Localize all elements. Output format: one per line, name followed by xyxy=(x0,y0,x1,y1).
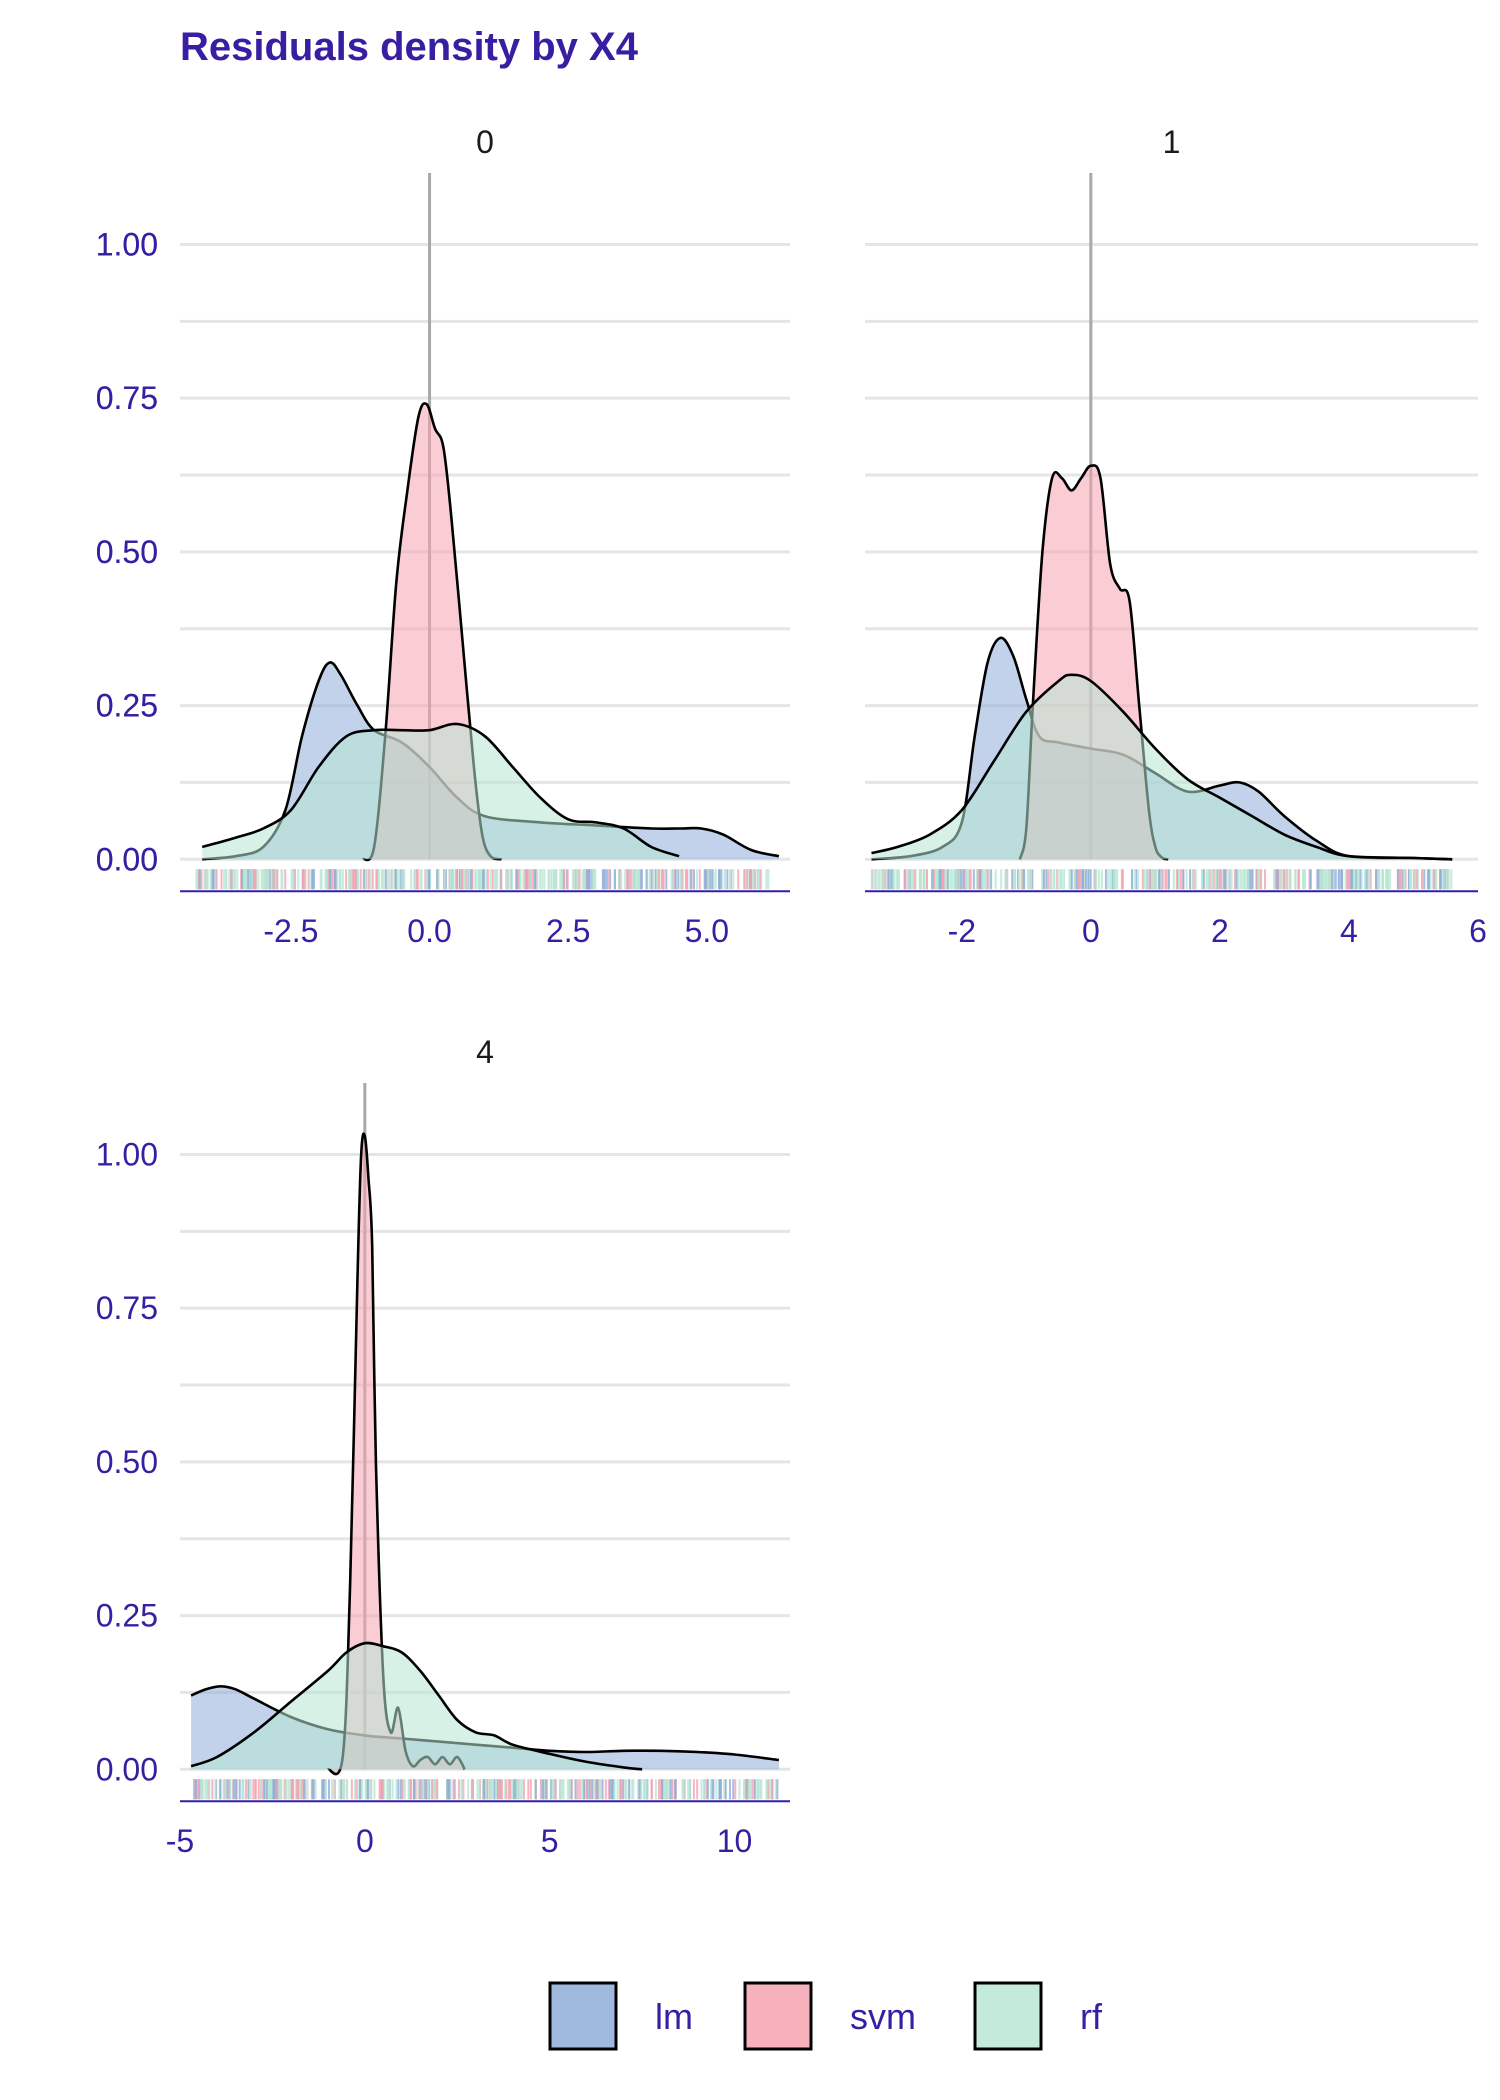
rug xyxy=(195,869,770,890)
legend-swatch-svm xyxy=(743,1981,813,2051)
y-tick-label: 1.00 xyxy=(96,1136,158,1172)
legend-swatch-lm xyxy=(548,1981,618,2051)
rug xyxy=(870,869,1453,890)
y-tick-label: 0.25 xyxy=(96,688,158,724)
y-tick-label: 1.00 xyxy=(96,226,158,262)
x-tick-label: 5.0 xyxy=(685,913,729,949)
y-tick-label: 0.25 xyxy=(96,688,158,724)
panel-4: 4 0.00 0.25 0.50 0.75 1.00 -5 0 5 10 xyxy=(96,1034,790,1859)
legend-item-rf: rf xyxy=(973,1981,1103,2051)
density-line-rf xyxy=(871,673,1453,861)
x-tick-label: 2.5 xyxy=(546,913,590,949)
strip-label: 1 xyxy=(1163,124,1181,160)
x-tick-label: -2.5 xyxy=(263,913,318,949)
legend-swatch-rf xyxy=(973,1981,1043,2051)
y-tick-label: 0.75 xyxy=(96,380,158,416)
density-area-rf xyxy=(871,674,1453,860)
y-tick-label: 0.25 xyxy=(96,1598,158,1634)
legend-label-lm: lm xyxy=(655,1996,693,2037)
y-tick-label: 0.50 xyxy=(96,534,158,570)
density-line-rf xyxy=(201,722,680,858)
y-tick-label: 0.75 xyxy=(96,380,158,416)
y-tick-label: 0.00 xyxy=(96,1751,158,1787)
x-tick-label: 0 xyxy=(356,1823,374,1859)
x-tick-label: 0.0 xyxy=(407,913,451,949)
rug xyxy=(192,1779,779,1800)
x-tick-label: 4 xyxy=(1340,913,1358,949)
x-tick-label: -2 xyxy=(948,913,976,949)
density-area-svm xyxy=(327,1133,465,1775)
panel-1: 10.000.250.500.751.00-2 0 2 4 6 xyxy=(96,124,1487,949)
legend-item-lm: lm xyxy=(548,1981,693,2051)
x-tick-label: 10 xyxy=(717,1823,753,1859)
y-tick-label: 0.75 xyxy=(96,1290,158,1326)
panel-0: 0 0.00 0.25 0.50 0.75 1.00 -2.5 0.0 2.5 5.0 xyxy=(96,124,790,949)
legend-label-rf: rf xyxy=(1080,1996,1103,2037)
strip-label: 0 xyxy=(476,124,494,160)
x-tick-label: 2 xyxy=(1211,913,1229,949)
y-tick-label: 0.00 xyxy=(96,841,158,877)
y-tick-label: 0.50 xyxy=(96,1444,158,1480)
y-tick-label: 1.00 xyxy=(96,226,158,262)
strip-label: 4 xyxy=(476,1034,494,1070)
y-tick-label: 0.00 xyxy=(96,841,158,877)
legend: lm svm rf xyxy=(548,1981,1103,2051)
x-tick-label: 5 xyxy=(541,1823,559,1859)
x-tick-label: 0 xyxy=(1082,913,1100,949)
legend-label-svm: svm xyxy=(850,1996,916,2037)
x-tick-label: -5 xyxy=(166,1823,194,1859)
y-tick-label: 0.50 xyxy=(96,534,158,570)
legend-item-svm: svm xyxy=(743,1981,916,2051)
chart-title: Residuals density by X4 xyxy=(180,25,639,69)
density-line-rf xyxy=(190,1641,643,1771)
facet-panels: 00.000.250.500.751.00-2.5 0.0 2.5 5.010.000… xyxy=(96,124,1487,1859)
density-area-rf xyxy=(191,1642,643,1770)
density-area-rf xyxy=(202,723,680,860)
x-tick-label: 6 xyxy=(1469,913,1487,949)
